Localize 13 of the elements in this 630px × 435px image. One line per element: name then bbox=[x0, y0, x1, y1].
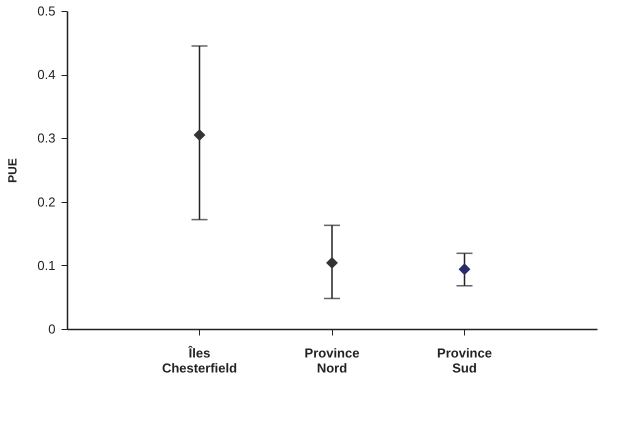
x-tick-label: Îles Chesterfield bbox=[162, 346, 238, 376]
y-tick-label: 0.1 bbox=[37, 258, 56, 273]
point bbox=[194, 129, 206, 141]
y-axis-title: PUE bbox=[5, 158, 20, 183]
point bbox=[326, 256, 338, 269]
y-tick-label: 0 bbox=[48, 322, 56, 336]
y-tick-label: 0.4 bbox=[37, 67, 56, 82]
y-tick-label: 0.5 bbox=[37, 4, 56, 18]
point bbox=[458, 263, 470, 276]
x-tick-label: Province Nord bbox=[304, 346, 360, 376]
x-tick-label: Province Sud bbox=[437, 346, 492, 376]
y-tick-label: 0.2 bbox=[37, 194, 56, 210]
y-tick-label: 0.3 bbox=[37, 130, 56, 146]
